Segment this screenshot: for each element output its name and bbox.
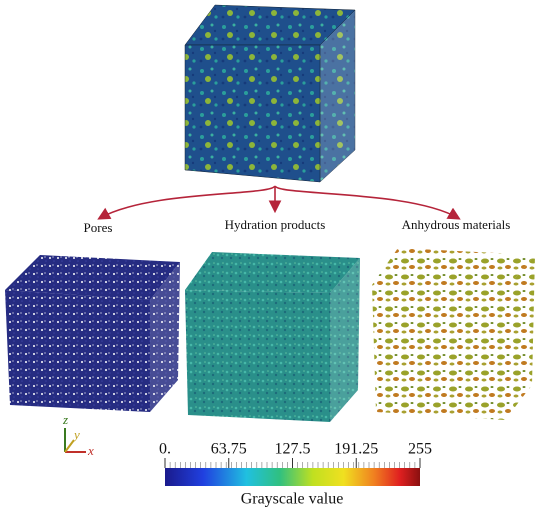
tick-label: 191.25 <box>334 441 378 458</box>
anhydrous-cube <box>372 248 535 420</box>
label-hydration: Hydration products <box>225 217 326 232</box>
tick-label: 63.75 <box>211 441 247 458</box>
axis-z: z <box>62 412 68 427</box>
axis-triad: z y x <box>62 412 94 458</box>
axis-x: x <box>87 443 94 458</box>
label-anhydrous: Anhydrous materials <box>402 217 511 232</box>
colorbar <box>165 468 420 486</box>
split-arrows <box>97 185 461 220</box>
tick-label: 255 <box>408 441 432 458</box>
tick-label: 127.5 <box>275 441 311 458</box>
hydration-cube <box>185 252 360 422</box>
colorbar-ticks: 0. 63.75 127.5 191.25 255 <box>159 441 432 468</box>
colorbar-title: Grayscale value <box>241 491 344 508</box>
axis-y: y <box>72 427 80 442</box>
label-pores: Pores <box>84 220 113 235</box>
pores-cube <box>5 255 180 412</box>
tick-label: 0. <box>159 441 171 458</box>
top-cube <box>184 4 356 183</box>
